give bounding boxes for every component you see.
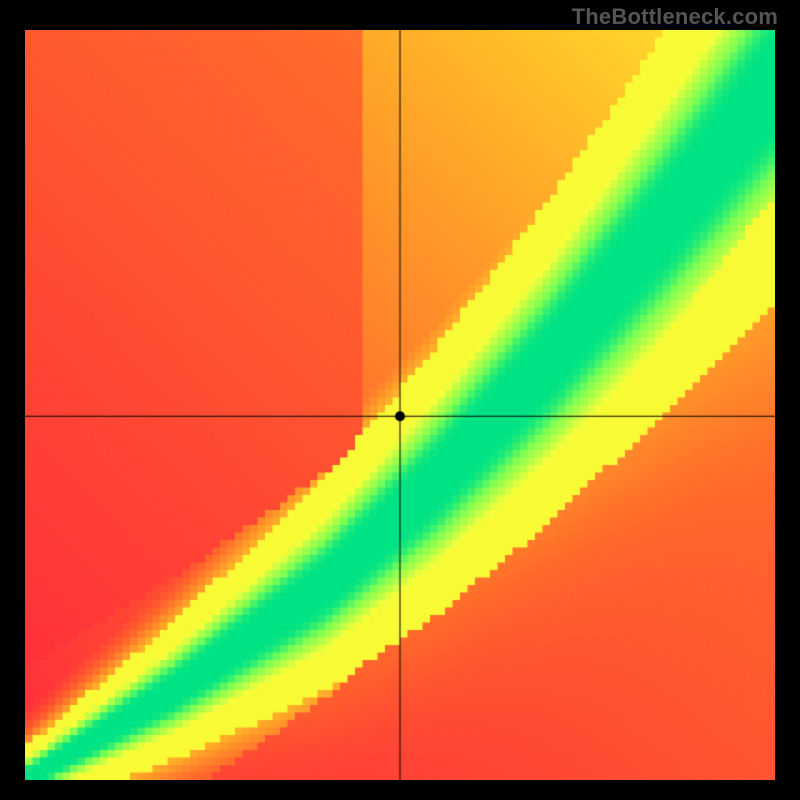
bottleneck-heatmap [25,30,775,780]
chart-container: TheBottleneck.com [0,0,800,800]
watermark-text: TheBottleneck.com [572,4,778,30]
